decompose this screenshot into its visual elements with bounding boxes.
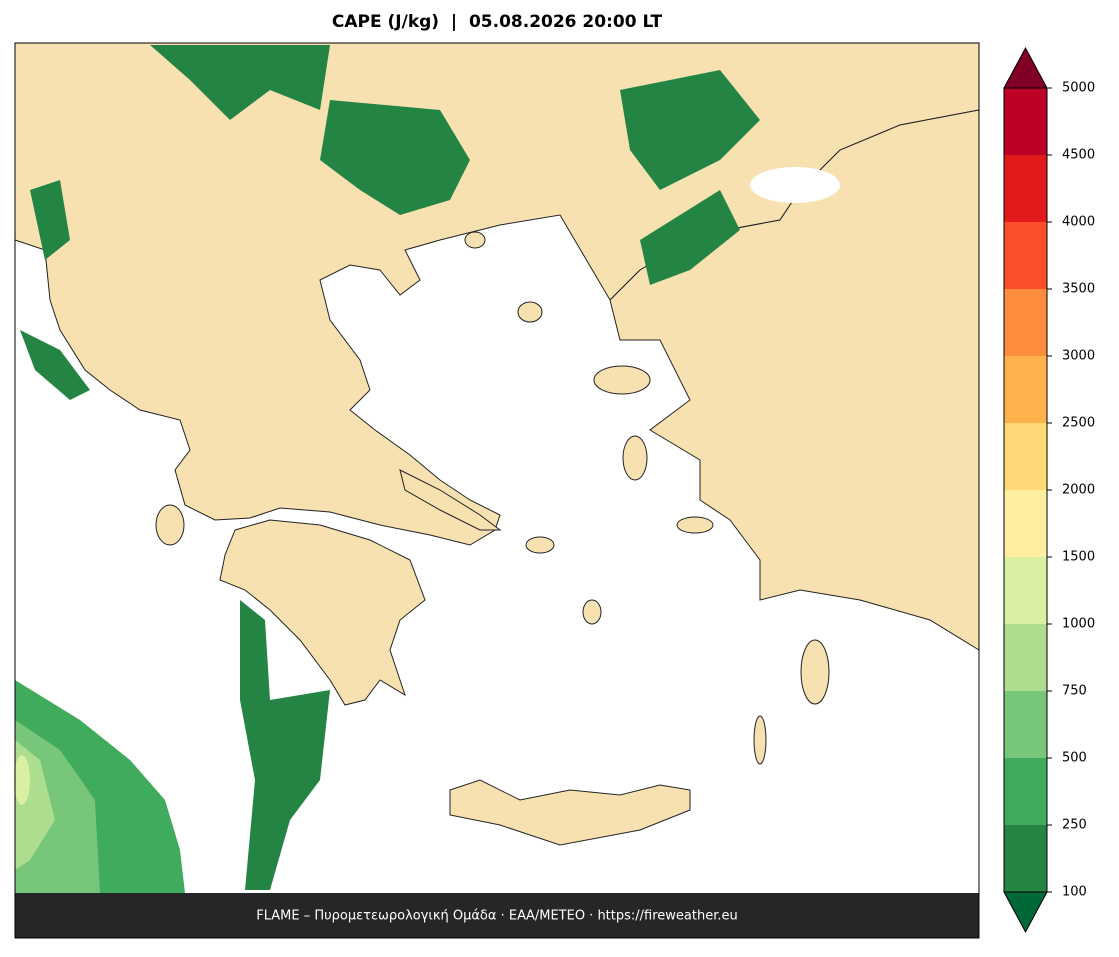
colorbar: 100 250 500 750 1000 1500 2000 2500 3000 3500 4000… [1003,46,1095,934]
colorbar-segment [1004,222,1047,289]
cape-area [320,100,470,215]
colorbar-tick-label: 250 [1062,818,1087,833]
colorbar-segment [1004,423,1047,490]
cape-area [150,45,330,120]
island [753,715,767,765]
cape-area [30,180,70,260]
cape-area [20,330,90,400]
colorbar-segment [1004,88,1047,155]
colorbar-tick-label: 3000 [1062,349,1095,364]
colorbar-tick-label: 750 [1062,684,1087,699]
colorbar-segment [1004,289,1047,356]
colorbar-tick-label: 500 [1062,751,1087,766]
map-title: CAPE (J/kg) | 05.08.2026 20:00 LT [332,12,663,32]
colorbar-tick-label: 4000 [1062,215,1095,230]
colorbar-segment [1004,557,1047,624]
colorbar-tick-label: 100 [1062,885,1087,900]
cape-area [14,755,30,805]
footer-text: FLAME – Πυρομετεωρολογική Ομάδα · ΕΑΑ/ME… [256,909,738,924]
evia [399,469,502,531]
inland-sea [750,167,840,203]
colorbar-segment [1004,691,1047,758]
cape-area [240,600,330,890]
island [593,365,651,395]
island [525,536,555,554]
colorbar-segment [1004,758,1047,825]
footer-band [15,893,979,938]
island [676,516,714,534]
island [464,231,486,249]
colorbar-segment [1004,155,1047,222]
colorbar-tick-label: 1000 [1062,617,1095,632]
colorbar-over [1003,46,1048,89]
island [155,504,185,546]
colorbar-segment [1004,490,1047,557]
map: FLAME – Πυρομετεωρολογική Ομάδα · ΕΑΑ/ME… [14,42,980,939]
island [582,599,602,625]
peloponnese [219,519,426,706]
colorbar-tick-label: 2500 [1062,416,1095,431]
colorbar-tick-label: 4500 [1062,148,1095,163]
map-frame [14,42,980,939]
island [517,301,543,323]
colorbar-segment [1004,624,1047,691]
colorbar-tick-label: 1500 [1062,550,1095,565]
cape-area [640,190,740,285]
crete [449,779,691,846]
island [622,435,648,481]
colorbar-segment [1004,825,1047,892]
cape-area [620,70,760,190]
island [800,639,830,705]
colorbar-tick-label: 5000 [1062,81,1095,96]
colorbar-under [1003,891,1048,934]
colorbar-tick-label: 2000 [1062,483,1095,498]
colorbar-segment [1004,356,1047,423]
colorbar-tick-label: 3500 [1062,282,1095,297]
